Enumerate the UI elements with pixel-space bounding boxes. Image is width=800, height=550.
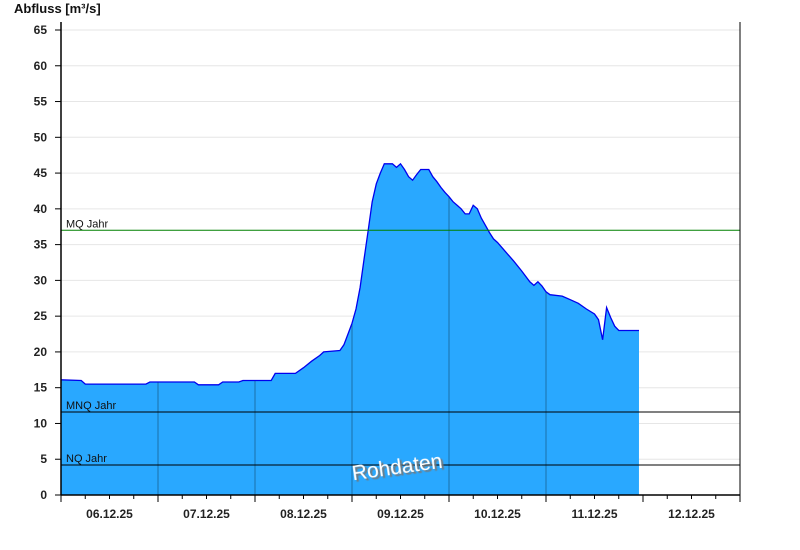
x-tick-label: 08.12.25 [280, 507, 327, 521]
y-tick-label: 40 [34, 202, 48, 216]
x-tick-label: 09.12.25 [377, 507, 424, 521]
axes: 0 5 10 15 20 25 30 35 40 45 50 55 60 65 06.12.25 07.12.… [34, 22, 741, 521]
y-tick-label: 35 [34, 238, 48, 252]
y-axis-label: Abfluss [m³/s] [14, 1, 101, 16]
x-tick-label: 06.12.25 [86, 507, 133, 521]
y-tick-label: 50 [34, 130, 48, 144]
x-tick-label: 11.12.25 [571, 507, 617, 521]
reference-label: MQ Jahr [66, 218, 109, 230]
y-tick-label: 55 [34, 95, 48, 109]
x-tick-label: 07.12.25 [183, 507, 230, 521]
data-area [60, 162, 639, 496]
x-tick-label: 10.12.25 [474, 507, 521, 521]
y-tick-label: 25 [34, 309, 48, 323]
y-tick-label: 65 [34, 23, 48, 37]
reference-label: NQ Jahr [66, 453, 107, 465]
y-tick-label: 10 [34, 416, 48, 430]
y-tick-label: 5 [40, 452, 47, 466]
y-tick-label: 30 [34, 273, 48, 287]
y-tick-label: 45 [34, 166, 48, 180]
series-line [60, 162, 639, 386]
x-tick-label: 12.12.25 [668, 507, 715, 521]
y-tick-label: 15 [34, 381, 48, 395]
y-tick-label: 0 [40, 488, 47, 502]
reference-label: MNQ Jahr [66, 400, 116, 412]
y-tick-label: 20 [34, 345, 48, 359]
reference-lines: MQ Jahr MNQ Jahr NQ Jahr [61, 218, 740, 466]
y-tick-label: 60 [34, 59, 48, 73]
